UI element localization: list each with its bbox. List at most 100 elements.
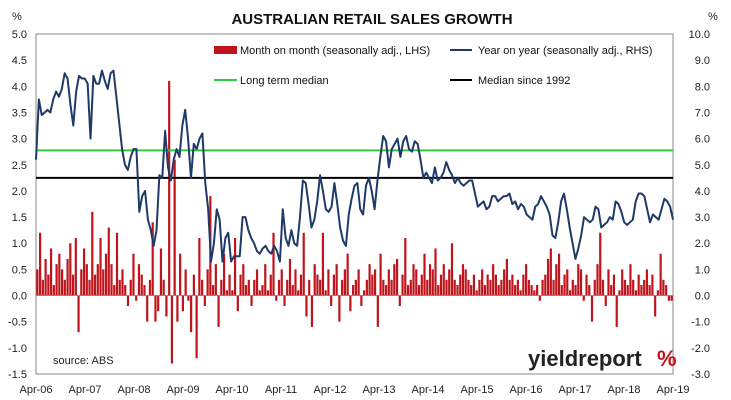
mom-bar (220, 279, 223, 296)
mom-bar (508, 279, 511, 296)
mom-bar (159, 248, 163, 296)
mom-bar (77, 295, 80, 333)
mom-bar (52, 285, 55, 296)
mom-bar (538, 295, 541, 301)
mom-bar (626, 285, 629, 296)
mom-bar (615, 295, 618, 327)
mom-bar (533, 290, 536, 296)
mom-bar (253, 279, 256, 296)
right-tick-label: 7.0 (695, 107, 710, 119)
mom-bar (456, 285, 459, 296)
mom-bar (135, 295, 138, 301)
mom-bar (217, 295, 220, 327)
mom-bar (96, 264, 99, 296)
right-tick-label: 3.0 (695, 212, 710, 224)
mom-bar (47, 274, 50, 296)
mom-bar (343, 269, 346, 296)
mom-bar (121, 269, 124, 296)
mom-bar (453, 279, 456, 296)
mom-bar (71, 274, 75, 296)
mom-bar (481, 269, 484, 296)
mom-bar (140, 274, 143, 296)
mom-bar (376, 295, 379, 327)
mom-bar (470, 285, 473, 296)
mom-bar (239, 274, 242, 296)
mom-bar (535, 285, 539, 296)
mom-bar (420, 274, 423, 296)
mom-bar (99, 238, 102, 296)
mom-bar (475, 290, 478, 296)
mom-bar (146, 295, 149, 322)
mom-bar (404, 238, 407, 296)
mom-bar (659, 253, 662, 296)
mom-bar (544, 274, 547, 296)
left-axis-unit: % (12, 11, 22, 23)
mom-bar (187, 295, 190, 301)
mom-bar (41, 279, 44, 296)
mom-bar (568, 290, 572, 296)
mom-bar (132, 253, 135, 296)
mom-bar (129, 279, 132, 296)
left-tick-label: 1.0 (12, 238, 27, 250)
right-tick-label: 4.0 (695, 186, 710, 198)
mom-bar (266, 290, 270, 296)
mom-bar (640, 285, 643, 296)
mom-bar (428, 264, 432, 296)
mom-bar (492, 264, 495, 296)
mom-bar (464, 269, 467, 296)
mom-bar (118, 279, 121, 296)
mom-bar (577, 264, 580, 296)
mom-bar (467, 279, 470, 296)
mom-bar (212, 285, 215, 296)
mom-bar (338, 295, 341, 322)
mom-bar (651, 274, 654, 296)
mom-bar (206, 269, 209, 296)
mom-bar (662, 279, 665, 296)
month-on-month-bars (36, 81, 673, 364)
mom-bar (63, 279, 66, 296)
x-tick-label: Apr-17 (558, 384, 591, 396)
mom-bar (645, 269, 649, 296)
mom-bar (560, 285, 563, 296)
mom-bar (165, 295, 168, 317)
mom-bar (486, 274, 489, 296)
mom-bar (85, 264, 88, 296)
mom-bar (415, 269, 418, 296)
mom-bar (530, 285, 533, 296)
mom-bar (497, 285, 500, 296)
mom-bar (596, 264, 599, 296)
right-tick-label: -2.0 (691, 343, 710, 355)
mom-bar (354, 279, 357, 296)
mom-bar (305, 295, 308, 317)
mom-bar (346, 253, 349, 296)
mom-bar (483, 285, 487, 296)
mom-bar (585, 274, 588, 296)
left-tick-label: 4.0 (12, 81, 27, 93)
mom-bar (478, 279, 481, 296)
left-tick-label: 3.0 (12, 134, 27, 146)
mom-bar (382, 279, 385, 296)
mom-bar (36, 269, 39, 296)
mom-bar (299, 274, 303, 296)
mom-bar (286, 279, 289, 296)
mom-bar (39, 232, 42, 296)
mom-bar (566, 269, 569, 296)
mom-bar (588, 285, 591, 296)
mom-bar (546, 258, 550, 296)
mom-bar (162, 279, 165, 296)
mom-bar (371, 274, 374, 296)
mom-bar (297, 290, 300, 296)
mom-bar (442, 264, 445, 296)
mom-bar (656, 290, 659, 296)
mom-bar (516, 279, 519, 296)
chart-title: AUSTRALIAN RETAIL SALES GROWTH (231, 11, 512, 28)
mom-bar (623, 279, 627, 296)
mom-bar (629, 264, 632, 296)
mom-bar (264, 264, 267, 296)
mom-bar (541, 279, 544, 296)
mom-bar (269, 274, 272, 296)
mom-bar (406, 285, 410, 296)
x-tick-label: Apr-08 (117, 384, 150, 396)
legend-label-year-on-year: Year on year (seasonally adj., RHS) (478, 45, 652, 57)
mom-bar (272, 232, 275, 296)
